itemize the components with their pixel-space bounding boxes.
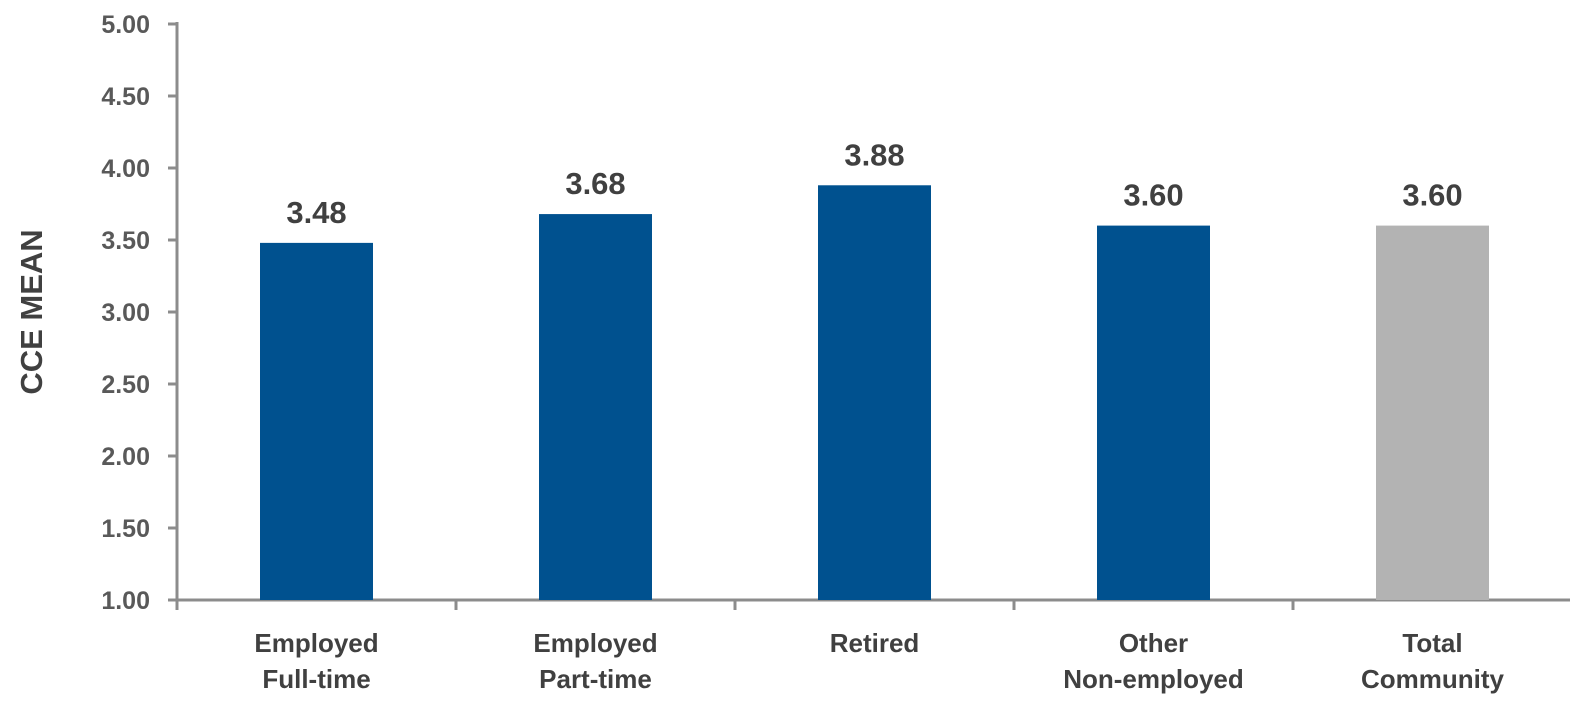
category-labels: Employed Full-time Employed Part-time Retire…	[254, 628, 1504, 694]
bar	[539, 214, 652, 600]
y-tick-label: 5.00	[101, 11, 150, 39]
bar	[1097, 225, 1210, 600]
y-tick-label: 2.00	[101, 443, 150, 471]
data-label: 3.48	[286, 195, 346, 230]
category-label: Full-time	[262, 664, 370, 694]
y-tick-label: 1.50	[101, 515, 150, 543]
data-label: 3.88	[844, 137, 904, 172]
y-tick-label: 4.00	[101, 155, 150, 183]
data-label: 3.60	[1123, 178, 1183, 213]
category-label: Retired	[830, 628, 920, 658]
category-label: Community	[1361, 664, 1505, 694]
bar	[818, 185, 931, 600]
bar	[260, 242, 373, 600]
y-tick-label: 3.00	[101, 299, 150, 327]
y-axis: 1.00 1.50 2.00 2.50 3.00 3.50 4.00 4.50 5.00	[101, 11, 179, 615]
y-axis-title: CCE MEAN	[14, 229, 49, 394]
bar	[1376, 225, 1489, 600]
category-label: Employed	[533, 628, 657, 658]
data-labels: 3.48 3.68 3.88 3.60 3.60	[286, 137, 1462, 230]
category-label: Total	[1402, 628, 1462, 658]
y-tick-label: 4.50	[101, 83, 150, 111]
y-tick-label: 2.50	[101, 371, 150, 399]
y-tick-label: 3.50	[101, 227, 150, 255]
x-axis	[175, 598, 1570, 610]
bars	[260, 185, 1489, 600]
category-label: Non-employed	[1063, 664, 1244, 694]
data-label: 3.60	[1402, 178, 1462, 213]
data-label: 3.68	[565, 166, 625, 201]
category-label: Other	[1119, 628, 1188, 658]
category-label: Part-time	[539, 664, 652, 694]
y-tick-label: 1.00	[101, 587, 150, 615]
category-label: Employed	[254, 628, 378, 658]
